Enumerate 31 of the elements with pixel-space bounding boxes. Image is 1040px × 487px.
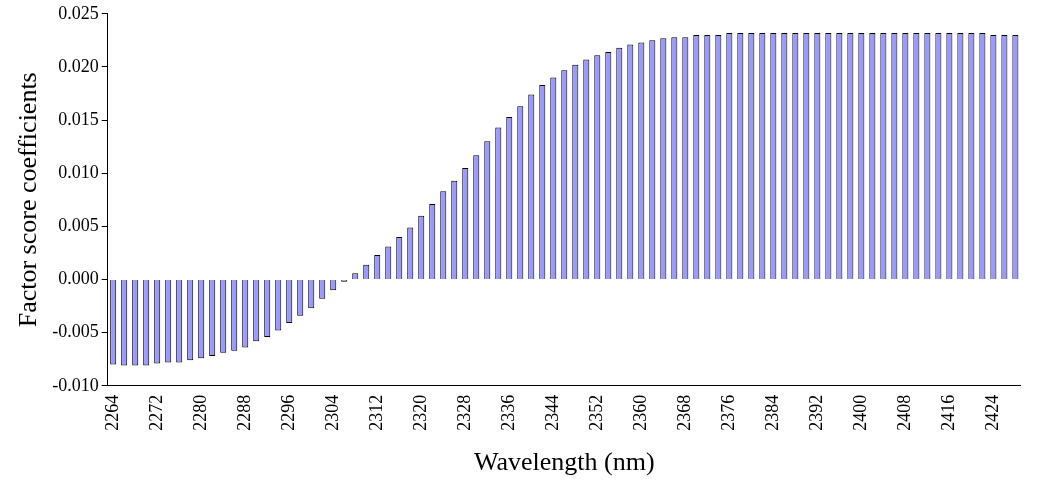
- y-tick-label: 0.005: [58, 215, 99, 236]
- x-tick-label: 2416: [938, 394, 959, 431]
- x-tick-label: 2328: [454, 394, 474, 431]
- x-tick-label: 2296: [277, 394, 298, 431]
- x-tick-label: 2312: [365, 394, 386, 431]
- y-tick-label: 0.020: [58, 55, 99, 76]
- x-tick-label: 2336: [498, 394, 519, 431]
- x-tick-label: 2368: [674, 394, 695, 431]
- x-tick-label: 2352: [586, 394, 607, 431]
- x-tick-label: 2376: [718, 394, 739, 431]
- y-tick-label: -0.005: [52, 321, 99, 342]
- x-tick-label: 2288: [233, 394, 254, 431]
- x-tick-label: 2360: [630, 394, 651, 431]
- x-tick-label: 2304: [321, 394, 342, 431]
- x-tick-label: 2264: [101, 394, 122, 431]
- x-tick-label: 2272: [145, 394, 166, 431]
- y-tick-label: 0.025: [58, 2, 99, 23]
- x-tick-label: 2400: [850, 394, 871, 431]
- y-tick-label: 0.010: [58, 161, 99, 182]
- x-tick-label: 2384: [762, 394, 783, 431]
- x-tick-label: 2424: [982, 394, 1003, 431]
- x-tick-label: 2344: [542, 394, 563, 431]
- y-tick-label: 0.015: [58, 108, 99, 129]
- x-tick-label: 2280: [189, 394, 210, 431]
- y-axis-title: Factor score coefficients: [13, 72, 43, 328]
- y-tick-label: 0.000: [58, 268, 99, 289]
- x-tick-label: 2408: [894, 394, 915, 431]
- x-tick-label: 2392: [806, 394, 827, 431]
- x-axis-title: Wavelength (nm): [474, 447, 655, 477]
- y-tick-label: -0.010: [52, 374, 99, 395]
- x-tick-label: 2320: [409, 394, 430, 431]
